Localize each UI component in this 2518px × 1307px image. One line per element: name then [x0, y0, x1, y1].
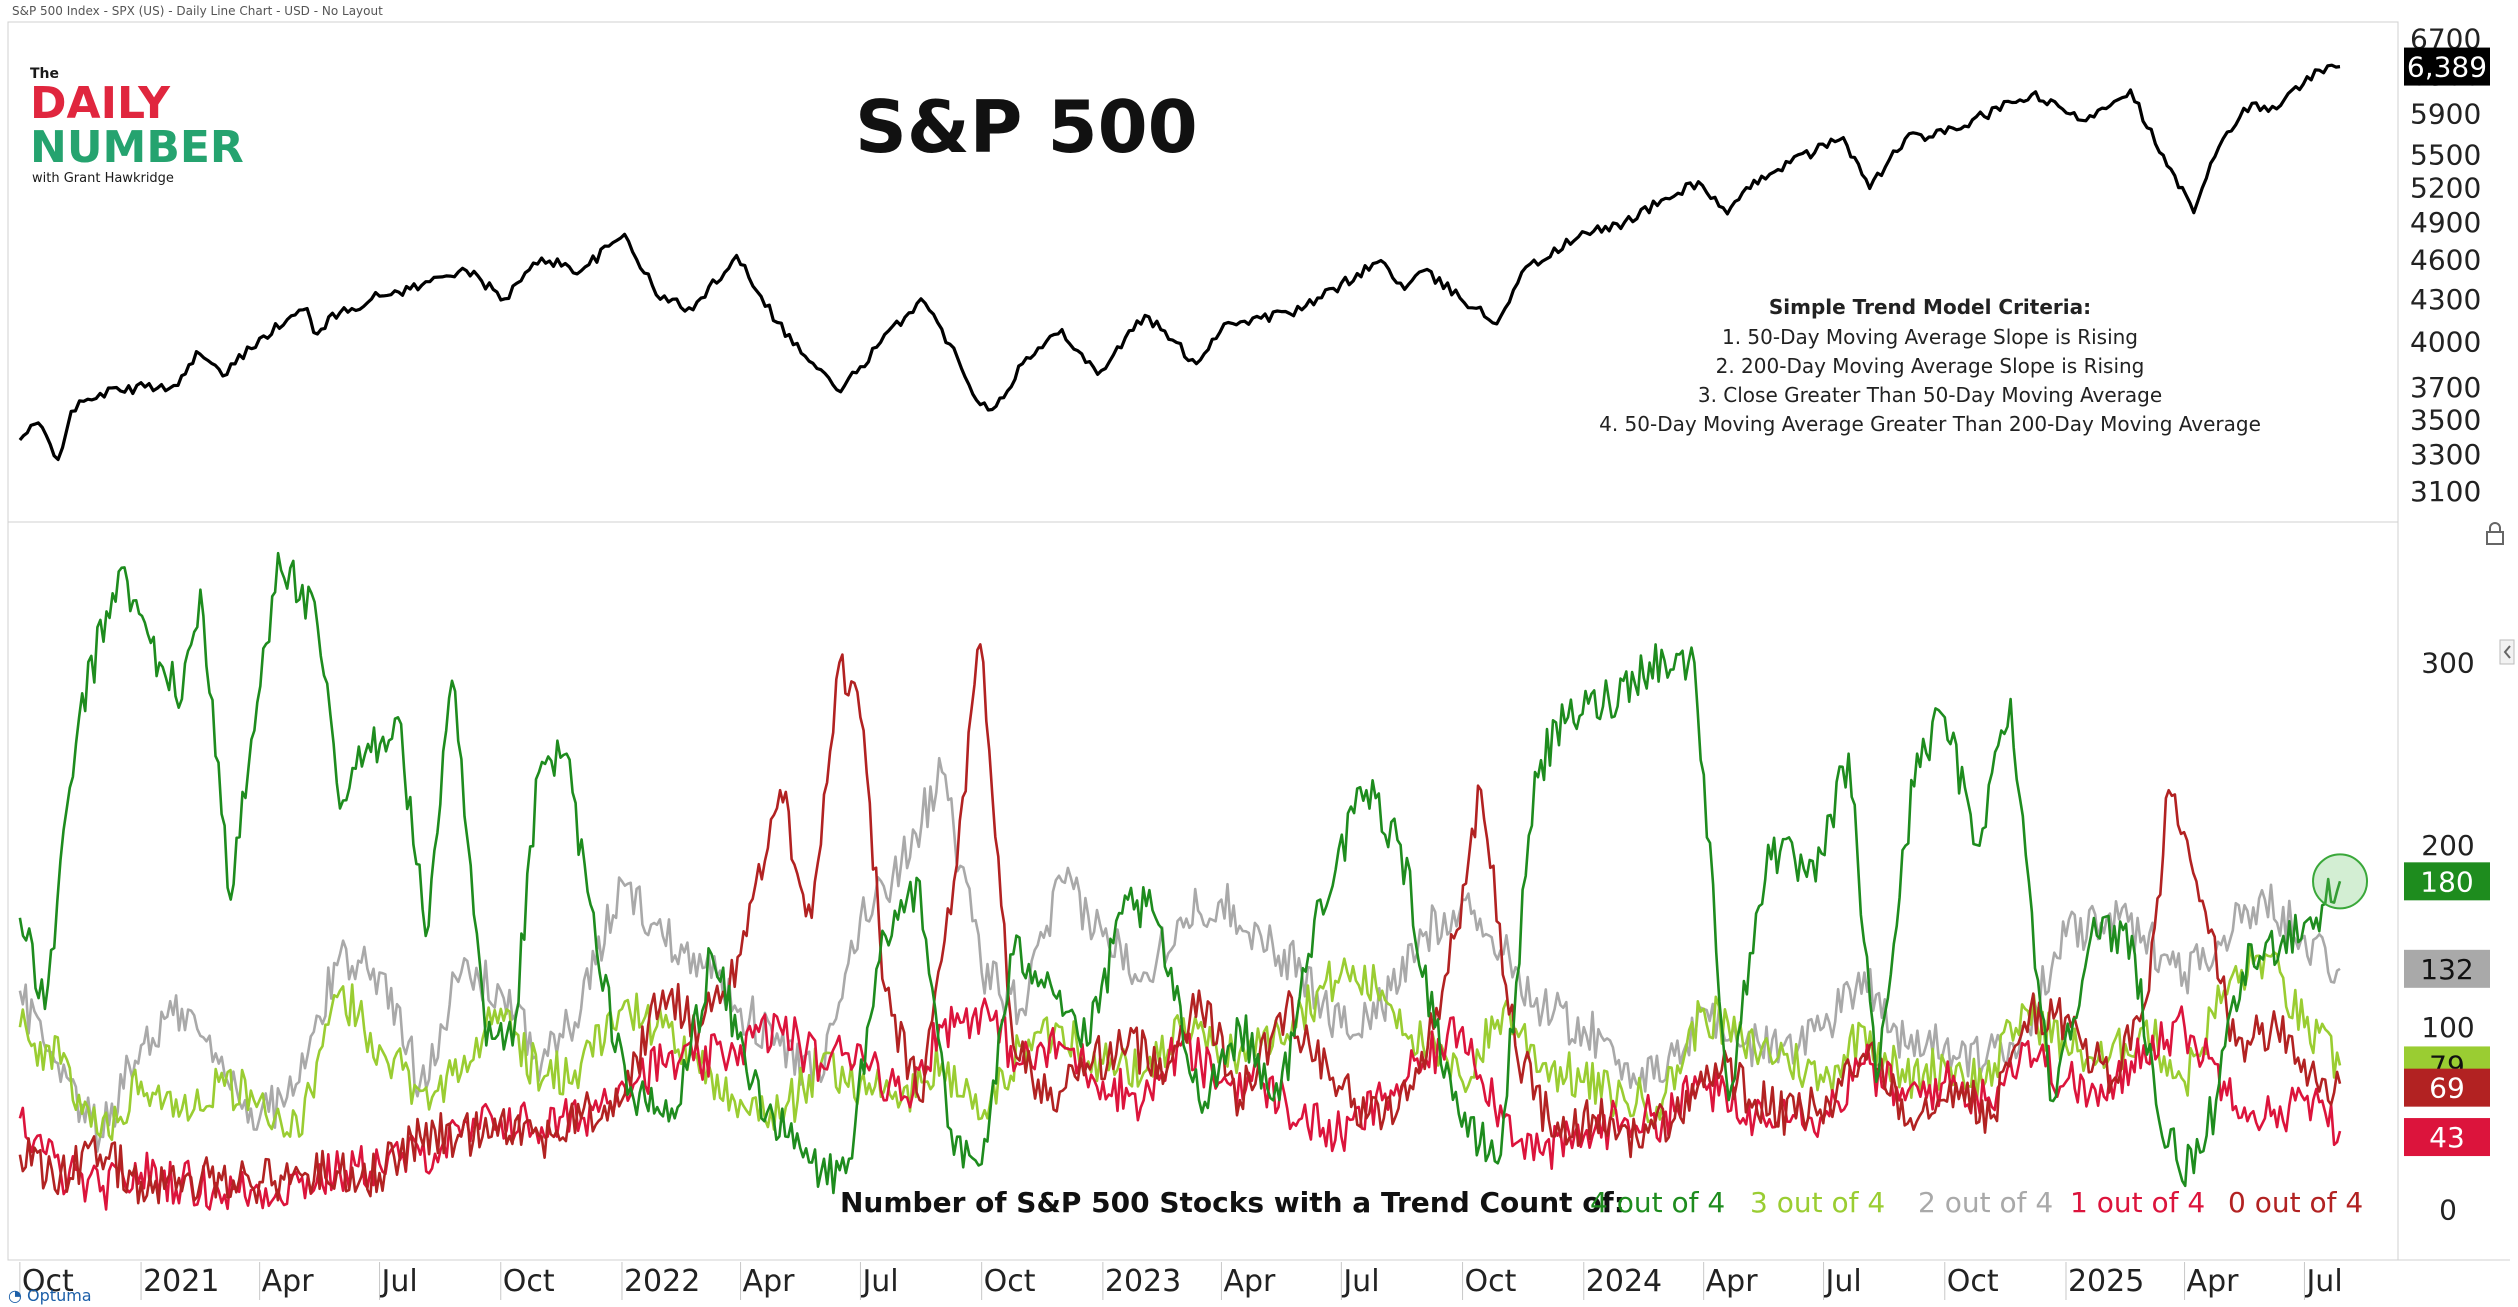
logo-daily: DAILY: [30, 78, 171, 129]
criteria-box: Simple Trend Model Criteria: 1. 50-Day M…: [1599, 295, 2261, 436]
price-tick-label: 3700: [2410, 371, 2481, 404]
breadth-plot: [18, 551, 2369, 1211]
date-tick-label: 2022: [624, 1264, 700, 1299]
legend-three: 3 out of 4: [1750, 1186, 1885, 1219]
date-tick-label: Jul: [2304, 1264, 2342, 1299]
price-tick-label: 5900: [2410, 97, 2481, 130]
legend-four: 4 out of 4: [1590, 1186, 1725, 1219]
criteria-item: 4. 50-Day Moving Average Greater Than 20…: [1599, 412, 2261, 436]
trend-one-last-badge: [2404, 1118, 2490, 1157]
legend-title: Number of S&P 500 Stocks with a Trend Co…: [840, 1186, 1625, 1219]
criteria-item: 2. 200-Day Moving Average Slope is Risin…: [1716, 354, 2145, 378]
date-tick-label: Oct: [22, 1264, 74, 1299]
chart-title: S&P 500: [855, 85, 1198, 169]
date-tick-label: Oct: [503, 1264, 555, 1299]
date-tick-label: Jul: [380, 1264, 418, 1299]
legend-two: 2 out of 4: [1918, 1186, 2053, 1219]
date-tick-label: Jul: [1824, 1264, 1862, 1299]
trend-four-last-badge: [2404, 862, 2490, 901]
trend-four-last-badge-label: 180: [2420, 865, 2473, 898]
price-tick-label: 5200: [2410, 171, 2481, 204]
lock-icon[interactable]: [2486, 522, 2504, 545]
price-tick-label: 4600: [2410, 243, 2481, 276]
trend-count-line-four: [18, 551, 2342, 1195]
breadth-tick-label: 0: [2439, 1193, 2457, 1226]
logo-with: with Grant Hawkridge: [32, 171, 174, 186]
logo-the: The: [30, 66, 59, 82]
daily-number-logo: The DAILY NUMBER with Grant Hawkridge: [30, 66, 244, 186]
sp500-price-line: [18, 63, 2341, 462]
price-tick-label: 3500: [2410, 404, 2481, 437]
date-tick-label: Oct: [984, 1264, 1036, 1299]
breadth-tick-label: 300: [2421, 647, 2474, 680]
chart-caption: S&P 500 Index - SPX (US) - Daily Line Ch…: [12, 4, 383, 18]
trend-zero-last-badge-label: 69: [2429, 1072, 2465, 1105]
date-tick-label: 2021: [143, 1264, 219, 1299]
trend-zero-last-badge: [2404, 1068, 2490, 1107]
date-axis: Oct 2021 Apr Jul Oct 2022 Apr Jul Oct 2023 Apr Jul O…: [19, 1262, 2343, 1300]
trend-two-last-badge: [2404, 949, 2490, 988]
trend-two-last-badge-label: 132: [2420, 953, 2473, 986]
date-tick-label: Apr: [1223, 1264, 1276, 1299]
trend-one-last-badge-label: 43: [2429, 1121, 2465, 1154]
trend-count-line-two: [18, 756, 2341, 1153]
breadth-axis: 0 100 200 300: [2421, 647, 2474, 1227]
breadth-tick-label: 200: [2421, 829, 2474, 862]
breadth-legend: Number of S&P 500 Stocks with a Trend Co…: [840, 1186, 2363, 1219]
date-tick-label: 2024: [1586, 1264, 1662, 1299]
date-tick-label: Apr: [262, 1264, 315, 1299]
logo-number: NUMBER: [30, 122, 244, 173]
price-tick-label: 5500: [2410, 138, 2481, 171]
price-tick-label: 4300: [2410, 283, 2481, 316]
price-tick-label: 4900: [2410, 206, 2481, 239]
date-tick-label: Oct: [1465, 1264, 1517, 1299]
collapse-arrow-icon[interactable]: [2499, 639, 2515, 665]
price-tick-label: 4000: [2410, 325, 2481, 358]
price-last-badge-label: 6,389: [2407, 51, 2487, 84]
trend-count-line-zero: [18, 643, 2342, 1205]
date-tick-label: Oct: [1947, 1264, 1999, 1299]
date-tick-label: 2023: [1105, 1264, 1181, 1299]
criteria-title: Simple Trend Model Criteria:: [1769, 295, 2091, 319]
date-tick-label: Apr: [2187, 1264, 2240, 1299]
optuma-brand: ◔ Optuma: [8, 1286, 92, 1305]
price-last-badge: [2404, 47, 2490, 86]
price-tick-label: 3100: [2410, 475, 2481, 508]
date-tick-label: Apr: [743, 1264, 796, 1299]
date-tick-label: Jul: [860, 1264, 898, 1299]
breadth-tick-label: 100: [2421, 1011, 2474, 1044]
date-tick-label: Apr: [1706, 1264, 1759, 1299]
breadth-panel-frame: [7, 521, 2399, 1261]
criteria-item: 1. 50-Day Moving Average Slope is Rising: [1722, 325, 2138, 349]
legend-zero: 0 out of 4: [2228, 1186, 2363, 1219]
date-tick-label: Jul: [1341, 1264, 1379, 1299]
optuma-label: Optuma: [27, 1286, 92, 1305]
price-plot: [18, 63, 2341, 462]
criteria-item: 3. Close Greater Than 50-Day Moving Aver…: [1698, 383, 2162, 407]
date-tick-label: 2025: [2068, 1264, 2144, 1299]
price-tick-label: 3300: [2410, 438, 2481, 471]
legend-one: 1 out of 4: [2070, 1186, 2205, 1219]
latest-value-highlight: [2312, 853, 2369, 910]
